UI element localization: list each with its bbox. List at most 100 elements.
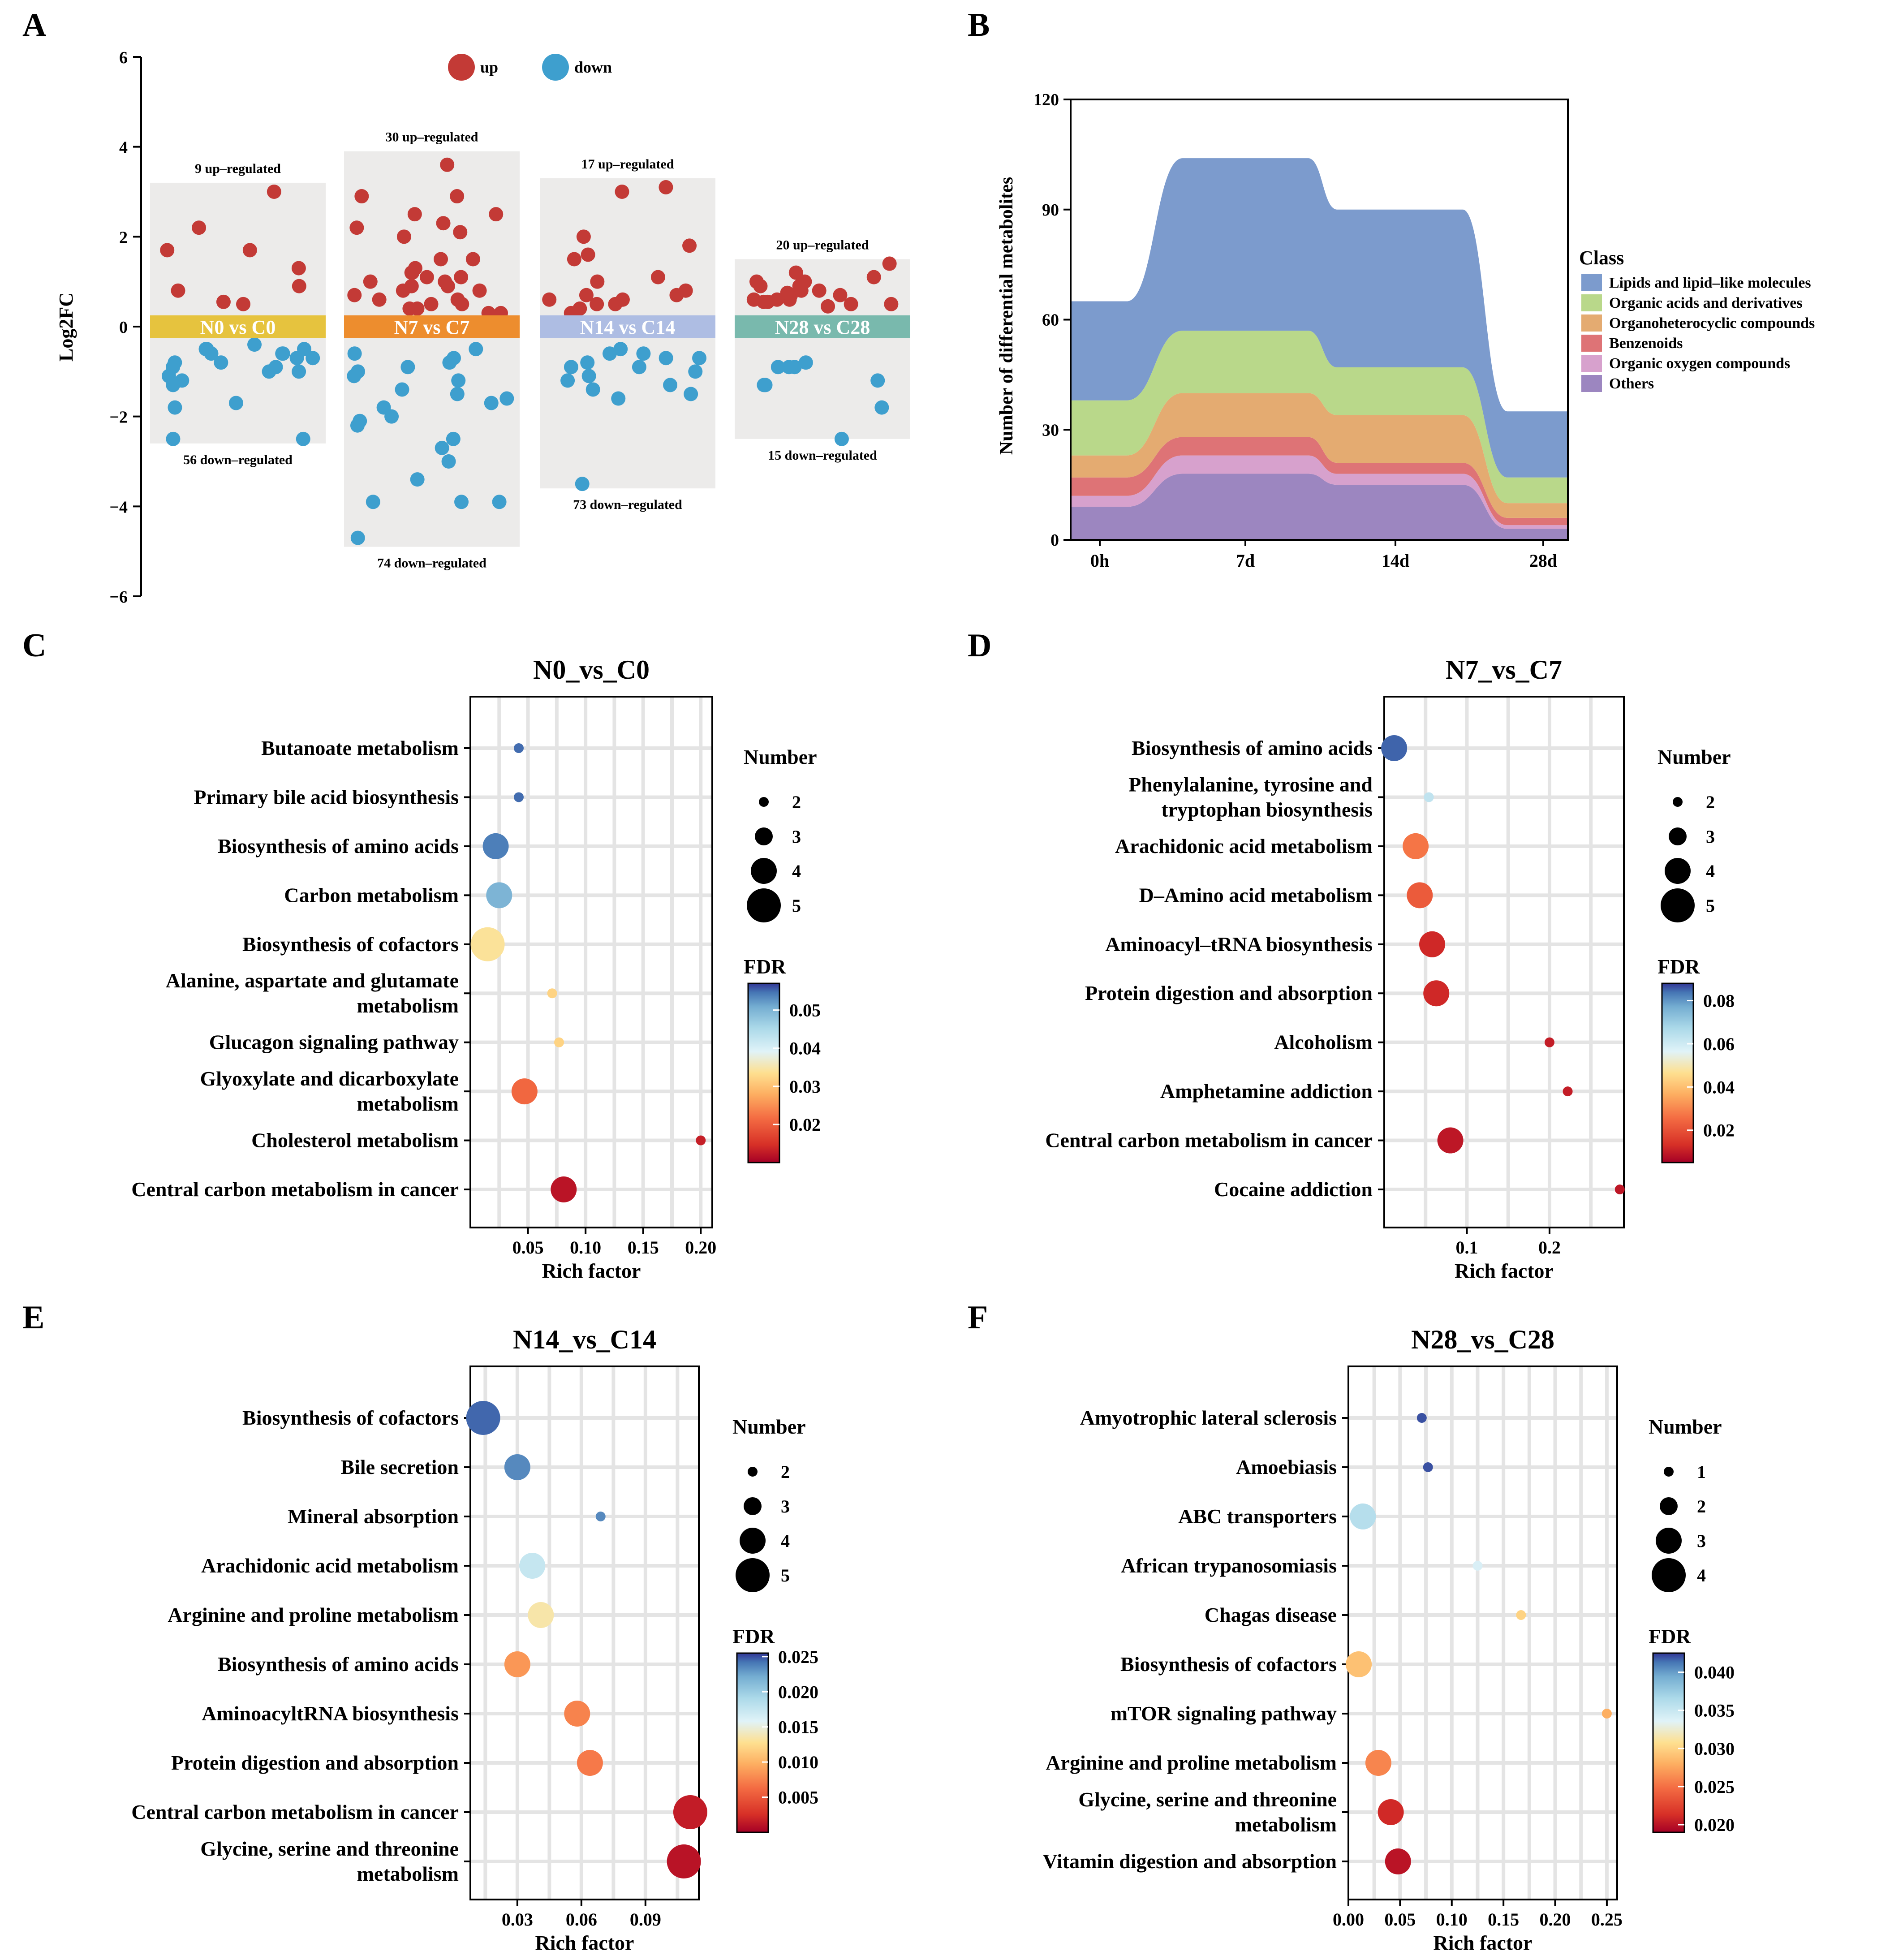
panel-a-point-down [798, 355, 813, 370]
panel-a-point-up [650, 270, 665, 284]
panel-a-point-down [198, 342, 213, 357]
panel-a-ytick-label: −4 [109, 498, 128, 517]
panelF-xlabel: Rich factor [1434, 1931, 1533, 1954]
panel-a-legend-label: down [574, 58, 612, 76]
panelE-point [577, 1750, 603, 1776]
panelC-colorbar [747, 982, 780, 1163]
panel-a-point-down [347, 369, 362, 383]
panel-a-point-up [579, 288, 594, 302]
panel-a-point-up [682, 238, 697, 253]
panelC-pathway-label: Biosynthesis of cofactors [242, 933, 459, 956]
panel-a-group-band [735, 315, 910, 338]
panel-a-group-label: N7 vs C7 [394, 316, 470, 338]
panel-b-legend-swatch [1581, 355, 1602, 372]
panel-a-group-label: N28 vs C28 [775, 316, 870, 338]
panel-a-point-down [632, 360, 646, 375]
panel-b-stream-chart: Number of differential metabolites Class… [996, 90, 1815, 571]
panel-letter-b: B [968, 7, 990, 43]
panelC-colorbar-label: 0.04 [789, 1038, 821, 1059]
panel-a-point-up [812, 283, 827, 298]
panelF-size-legend-dot [1664, 1467, 1674, 1477]
panelE-point [564, 1701, 590, 1727]
panel-a-point-down [663, 378, 678, 392]
panel-a-point-up [788, 265, 803, 280]
panel-a-down-count-label: 73 down–regulated [573, 497, 682, 512]
panel-a-ytick-label: −6 [109, 588, 128, 607]
panelD-point [1403, 833, 1429, 859]
panelF-xtick-label: 0.05 [1384, 1909, 1416, 1930]
panel-a-point-down [636, 346, 651, 361]
panel-a-point-down [395, 382, 409, 397]
panel-b-area-0 [1071, 474, 1568, 540]
panel-a-point-up [440, 279, 455, 293]
panel-a-point-down [499, 391, 514, 406]
panelE-size-legend-label: 3 [781, 1496, 790, 1516]
panel-letter-f: F [968, 1299, 988, 1336]
panelE-xtick-label: 0.09 [630, 1909, 661, 1930]
panel-a-point-up [424, 297, 439, 311]
panelE-size-legend-dot [740, 1528, 766, 1554]
panelC-point [554, 1037, 564, 1047]
panelD-size-legend-dot [1673, 797, 1683, 807]
panel-a-point-down [435, 440, 449, 455]
panelE-pathway-label: Central carbon metabolism in cancer [131, 1801, 459, 1823]
panel-b-area-4 [1071, 331, 1568, 504]
panelF-pathway-label: African trypanosomiasis [1121, 1554, 1337, 1577]
panelD-point [1614, 1185, 1625, 1194]
panel-b-legend-swatch [1581, 274, 1602, 291]
panelF-point [1516, 1610, 1526, 1620]
panelD-pathway-label: Amphetamine addiction [1160, 1080, 1373, 1103]
panelD-title: N7_vs_C7 [1446, 655, 1562, 685]
panel-a-point-down [564, 360, 578, 375]
panel-b-area-2 [1071, 437, 1568, 526]
panel-e-enrichment-chart: N14_vs_C14 Biosynthesis of cofactors Bile … [131, 1325, 818, 1954]
panelE-pathway-label: Bile secretion [340, 1456, 459, 1478]
panelD-xtick-label: 0.1 [1455, 1237, 1478, 1258]
panel-b-legend-label: Organoheterocyclic compounds [1609, 315, 1815, 332]
panel-a-point-up [236, 297, 251, 311]
panel-b-legend-label: Lipids and lipid–like molecules [1609, 275, 1811, 291]
panelE-size-legend-dot [736, 1558, 770, 1592]
panelD-size-legend-label: 5 [1706, 896, 1715, 916]
panel-a-group-band [540, 315, 715, 338]
panel-a-point-up [192, 220, 207, 235]
panelC-pathway-label: Alanine, aspartate and glutamate metaboli… [166, 969, 459, 1017]
panelE-size-legend-title: Number [732, 1415, 806, 1438]
panelE-colorbar [736, 1652, 769, 1833]
panel-a-point-down [692, 351, 707, 366]
panel-a-ytick-label: 0 [119, 318, 128, 337]
panel-a-point-down [400, 360, 415, 375]
panel-a-down-count-label: 15 down–regulated [768, 448, 877, 463]
panelE-pathway-label: Glycine, serine and threonine metabolism [200, 1837, 459, 1885]
panelD-plot-bg [1384, 697, 1624, 1228]
panelC-point [482, 833, 509, 859]
panelF-pathway-label: Amoebiasis [1236, 1456, 1337, 1478]
panelC-size-legend-dot [747, 888, 781, 922]
panelC-size-legend-title: Number [744, 745, 817, 768]
panel-a-point-up [405, 265, 420, 280]
panelD-pathway-label: Central carbon metabolism in cancer [1045, 1129, 1373, 1152]
panel-a-point-down [366, 495, 380, 509]
panel-a-point-down [454, 495, 469, 509]
panelF-colorbar-label: 0.040 [1694, 1663, 1735, 1683]
panel-a-point-down [484, 396, 499, 410]
panel-a-legend-swatch [542, 54, 569, 81]
panel-a-point-down [384, 409, 399, 424]
panelE-size-legend-label: 2 [781, 1462, 790, 1482]
panelD-color-legend-title: FDR [1657, 955, 1700, 978]
panelE-point [667, 1844, 701, 1878]
panelD-size-legend-dot [1661, 888, 1695, 922]
panel-a-point-down [214, 355, 228, 370]
panelE-plot-bg [470, 1366, 699, 1900]
panel-a-point-up [407, 207, 422, 222]
panel-a-point-up [821, 299, 835, 314]
panelF-size-legend-title: Number [1649, 1415, 1722, 1438]
panelE-title: N14_vs_C14 [513, 1325, 656, 1354]
panel-a-point-down [870, 373, 885, 388]
panel-a-point-down [442, 355, 457, 370]
panel-a-point-down [688, 364, 703, 379]
panel-a-up-count-label: 9 up–regulated [195, 161, 281, 176]
panelC-point [696, 1135, 706, 1146]
panel-a-point-up [749, 274, 764, 289]
panel-b-legend-swatch [1581, 375, 1602, 392]
